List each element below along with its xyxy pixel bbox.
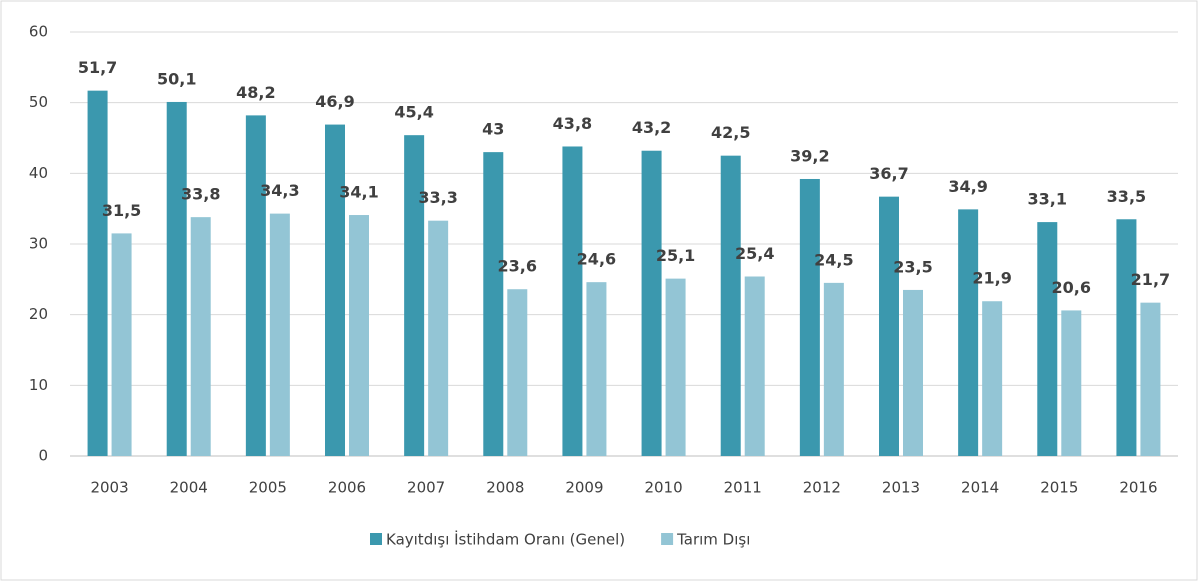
x-tick-label: 2013 <box>882 479 920 497</box>
bar <box>190 217 211 456</box>
value-label: 51,7 <box>78 58 117 77</box>
value-label: 33,1 <box>1028 190 1067 209</box>
value-label: 25,4 <box>735 244 774 263</box>
bar <box>586 282 607 456</box>
legend-label: Kayıtdışı İstihdam Oranı (Genel) <box>386 530 625 549</box>
bar <box>428 220 449 456</box>
value-label: 33,3 <box>418 188 457 207</box>
bar <box>166 101 187 457</box>
value-label: 20,6 <box>1052 278 1091 297</box>
value-label: 42,5 <box>711 123 750 142</box>
bar <box>744 276 765 456</box>
value-label: 31,5 <box>102 201 141 220</box>
value-label: 36,7 <box>869 164 908 183</box>
bar <box>879 196 899 457</box>
legend-label: Tarım Dışı <box>676 531 750 549</box>
bar <box>245 115 266 457</box>
x-tick-label: 2010 <box>644 479 682 497</box>
x-tick-label: 2003 <box>90 479 128 497</box>
value-label: 33,5 <box>1107 187 1146 206</box>
value-label: 21,9 <box>972 269 1011 288</box>
value-label: 50,1 <box>157 69 196 88</box>
bar <box>641 150 662 456</box>
value-label: 46,9 <box>315 92 354 111</box>
y-tick-label: 10 <box>29 376 48 394</box>
bar <box>1061 310 1082 456</box>
x-tick-label: 2011 <box>724 479 762 497</box>
x-tick-label: 2015 <box>1040 479 1078 497</box>
bar <box>1140 302 1161 456</box>
x-tick-label: 2006 <box>328 479 366 497</box>
bar <box>562 146 583 457</box>
y-tick-label: 60 <box>29 23 48 41</box>
bar <box>823 282 844 456</box>
y-tick-label: 0 <box>38 447 48 465</box>
bar <box>507 289 528 456</box>
value-label: 43 <box>482 120 504 139</box>
value-label: 34,1 <box>339 183 378 202</box>
value-label: 45,4 <box>394 103 433 122</box>
x-tick-label: 2012 <box>803 479 841 497</box>
value-label: 24,5 <box>814 250 853 269</box>
x-tick-label: 2014 <box>961 479 999 497</box>
y-tick-label: 30 <box>29 235 48 253</box>
bar <box>903 289 923 456</box>
legend-swatch <box>370 533 382 545</box>
bar <box>665 278 686 456</box>
value-label: 24,6 <box>577 250 616 269</box>
x-tick-label: 2007 <box>407 479 445 497</box>
value-label: 23,6 <box>498 257 537 276</box>
x-tick-label: 2005 <box>249 479 287 497</box>
x-tick-label: 2004 <box>170 479 208 497</box>
value-label: 43,2 <box>632 118 671 137</box>
bar <box>483 152 504 456</box>
value-label: 43,8 <box>553 114 592 133</box>
x-tick-label: 2009 <box>565 479 603 497</box>
bar <box>1037 222 1058 456</box>
value-label: 34,3 <box>260 181 299 200</box>
x-tick-label: 2008 <box>486 479 524 497</box>
value-label: 25,1 <box>656 246 695 265</box>
value-label: 33,8 <box>181 185 220 204</box>
value-label: 48,2 <box>236 83 275 102</box>
bar <box>982 301 1003 456</box>
bar <box>404 135 425 456</box>
y-tick-label: 50 <box>29 93 48 111</box>
value-label: 34,9 <box>948 177 987 196</box>
value-label: 39,2 <box>790 146 829 165</box>
bar <box>87 90 108 457</box>
bar <box>349 215 369 456</box>
value-label: 23,5 <box>893 257 932 276</box>
bar <box>799 178 820 456</box>
bar <box>269 213 290 456</box>
y-tick-label: 20 <box>29 305 48 323</box>
x-tick-label: 2016 <box>1119 479 1157 497</box>
bar <box>1116 219 1137 456</box>
value-label: 21,7 <box>1131 270 1170 289</box>
bar <box>325 124 345 456</box>
legend-swatch <box>661 533 674 545</box>
y-tick-label: 40 <box>29 164 48 182</box>
bar <box>720 155 741 456</box>
bar <box>958 209 979 456</box>
bar <box>111 233 132 456</box>
